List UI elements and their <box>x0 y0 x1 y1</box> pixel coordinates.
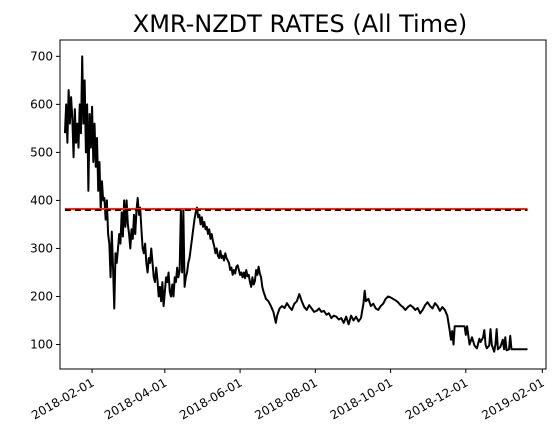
y-tick-label: 100 <box>30 338 53 352</box>
x-tick-label: 2018-02-01 <box>29 375 96 422</box>
x-tick-label: 2019-02-01 <box>479 375 546 422</box>
series-line-1 <box>63 55 528 353</box>
y-tick-label: 500 <box>30 145 53 159</box>
x-tick-label: 2018-04-01 <box>102 375 169 422</box>
series-layer <box>63 55 528 353</box>
y-tick-label: 400 <box>30 193 53 207</box>
plot-frame <box>59 39 547 370</box>
x-axis: 2018-02-01 2018-04-01 2018-06-01 2018-08-01… <box>29 369 547 422</box>
x-tick-label: 2018-10-01 <box>328 375 395 422</box>
y-tick-label: 300 <box>30 241 53 255</box>
chart-title: XMR-NZDT RATES (All Time) <box>133 10 467 38</box>
y-tick-label: 700 <box>30 49 53 63</box>
y-axis: 100 200 300 400 500 600 700 <box>30 49 60 352</box>
x-tick-label: 2018-06-01 <box>177 375 244 422</box>
x-tick-label: 2018-12-01 <box>403 375 470 422</box>
x-tick-label: 2018-08-01 <box>252 375 319 422</box>
y-tick-label: 200 <box>30 289 53 303</box>
y-tick-label: 600 <box>30 97 53 111</box>
